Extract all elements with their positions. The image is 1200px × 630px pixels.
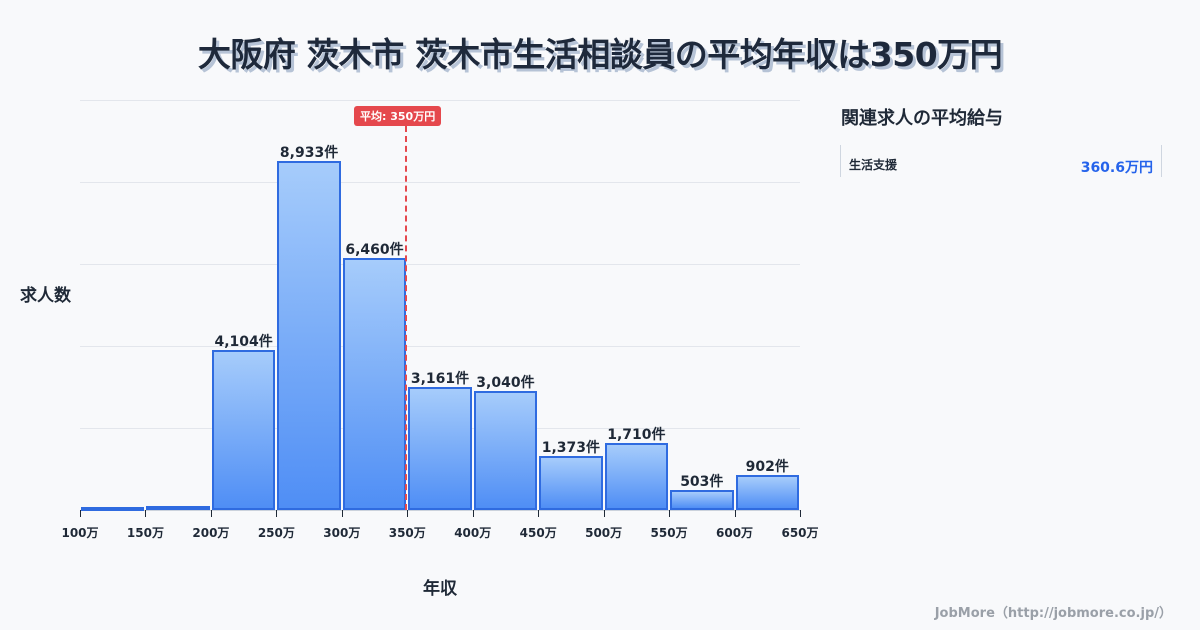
gridline (80, 100, 800, 101)
x-tick (407, 510, 409, 517)
average-badge: 平均: 350万円 (354, 106, 442, 126)
x-tick-label: 300万 (323, 526, 361, 540)
gridline (80, 264, 800, 265)
x-tick (734, 510, 736, 517)
histogram-bar (146, 506, 210, 510)
x-tick (276, 510, 278, 517)
x-tick-label: 550万 (650, 526, 688, 540)
bar-value-label: 4,104件 (214, 334, 273, 350)
related-job-name: 生活支援 (849, 158, 898, 172)
histogram-bar (342, 258, 407, 510)
x-tick (210, 510, 212, 517)
histogram-bar (473, 391, 538, 510)
bar-value-label: 3,040件 (476, 375, 535, 391)
histogram-bar (735, 475, 799, 510)
related-salary-title: 関連求人の平均給与 (841, 108, 1003, 129)
x-tick (472, 510, 474, 517)
x-axis-label: 年収 (423, 579, 457, 599)
average-line (405, 126, 407, 510)
histogram-bar (539, 456, 603, 510)
histogram-bar (670, 490, 734, 510)
x-tick (145, 510, 147, 517)
histogram-bar (81, 507, 145, 511)
bar-value-label: 1,710件 (607, 427, 666, 443)
x-tick-label: 650万 (781, 526, 819, 540)
histogram-bar (277, 161, 341, 510)
x-tick-label: 400万 (454, 526, 492, 540)
related-job-salary: 360.6万円 (1080, 160, 1153, 176)
bar-value-label: 3,161件 (410, 371, 470, 387)
histogram-chart: 4,104件 8,933件 6,460件 3,161件 3,040件 1,373件 1,71… (80, 100, 800, 511)
bar-value-label: 902件 (745, 459, 789, 475)
x-tick-label: 500万 (585, 526, 623, 540)
x-tick (341, 510, 343, 517)
x-tick (603, 510, 605, 517)
x-tick-label: 350万 (388, 526, 426, 540)
x-tick (80, 510, 81, 517)
bar-value-label: 503件 (680, 474, 724, 490)
bar-value-label: 1,373件 (541, 440, 601, 456)
x-tick-label: 200万 (192, 526, 230, 540)
x-axis-line (80, 510, 800, 511)
footer-credit: JobMore（http://jobmore.co.jp/） (934, 606, 1172, 621)
x-tick (538, 510, 540, 517)
histogram-bar (604, 443, 669, 510)
histogram-bar (408, 387, 472, 510)
related-salary-row: 生活支援 360.6万円 (840, 145, 1162, 177)
x-tick-label: 150万 (126, 526, 164, 540)
gridline (80, 346, 800, 347)
x-tick-label: 250万 (257, 526, 295, 540)
y-axis-label: 求人数 (20, 286, 71, 306)
bar-value-label: 8,933件 (279, 145, 339, 161)
page-title: 大阪府 茨木市 茨木市生活相談員の平均年収は350万円 (197, 35, 1003, 74)
histogram-bar (211, 350, 276, 510)
bar-value-label: 6,460件 (345, 242, 404, 258)
x-tick-label: 600万 (716, 526, 754, 540)
x-tick-label: 100万 (61, 526, 99, 540)
x-tick (669, 510, 671, 517)
gridline (80, 182, 800, 183)
x-tick-label: 450万 (519, 526, 557, 540)
x-tick (800, 510, 801, 517)
